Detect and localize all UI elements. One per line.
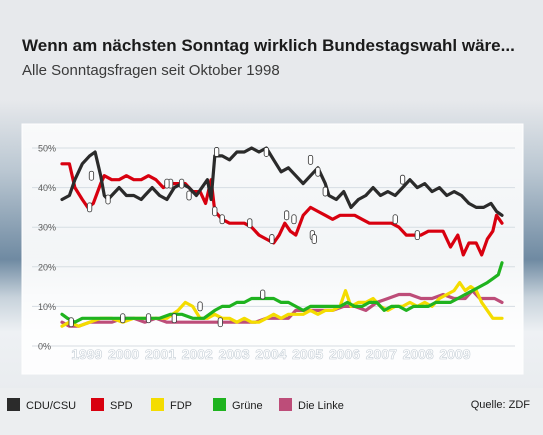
series-marker — [392, 214, 398, 225]
legend-swatch — [279, 398, 292, 411]
series-marker — [214, 147, 220, 157]
x-tick-label: 2000 — [108, 346, 139, 362]
series-line-cdu-csu — [60, 146, 504, 217]
legend-label: FDP — [170, 400, 192, 412]
y-tick-label: 10% — [38, 302, 56, 312]
series-marker — [307, 154, 314, 165]
series-marker — [179, 178, 185, 189]
x-tick-label: 2007 — [366, 346, 397, 362]
y-axis-ticks: 0% 10% 20% 30% 40% 50% — [38, 144, 56, 352]
series-marker — [171, 313, 177, 324]
series-marker — [217, 317, 223, 328]
x-tick-label: 2009 — [439, 346, 470, 362]
series-marker — [145, 313, 152, 324]
y-tick-label: 40% — [38, 183, 56, 193]
chart-title: Wenn am nächsten Sonntag wirklich Bundes… — [22, 36, 515, 55]
legend-label: Grüne — [232, 400, 263, 412]
series-marker — [269, 234, 275, 244]
series-marker — [120, 313, 126, 324]
x-tick-label: 2004 — [255, 346, 286, 362]
series-marker — [284, 210, 290, 221]
legend-item-fdp: FDP — [151, 398, 192, 412]
series-marker — [212, 206, 218, 217]
legend-swatch — [91, 398, 104, 411]
x-tick-label: 1999 — [71, 346, 102, 362]
series-marker — [315, 166, 321, 177]
series-marker — [322, 186, 328, 197]
series-marker — [263, 147, 269, 157]
x-tick-label: 2006 — [329, 346, 360, 362]
legend-label: Die Linke — [298, 400, 344, 412]
legend-swatch — [151, 398, 164, 411]
series-marker — [247, 218, 253, 229]
series-marker — [399, 174, 406, 185]
legend-swatch — [213, 398, 226, 411]
series-marker — [311, 234, 317, 244]
legend-item-cdu-csu: CDU/CSU — [7, 398, 76, 412]
series-marker — [87, 202, 93, 213]
series-marker — [164, 178, 170, 189]
x-tick-label: 2005 — [292, 346, 323, 362]
footer — [0, 388, 543, 435]
y-tick-label: 0% — [38, 342, 51, 352]
y-tick-label: 50% — [38, 144, 56, 154]
legend-item-spd: SPD — [91, 398, 133, 412]
plot-panel — [21, 123, 524, 375]
legend-item-gruene: Grüne — [213, 398, 263, 412]
series-marker — [219, 214, 225, 225]
source-label: Quelle: ZDF — [470, 399, 530, 411]
series-marker — [105, 194, 111, 205]
chart-subtitle: Alle Sonntagsfragen seit Oktober 1998 — [22, 62, 280, 79]
x-tick-label: 2001 — [145, 346, 176, 362]
series-marker — [291, 214, 297, 225]
grid — [32, 147, 515, 347]
y-tick-label: 20% — [38, 262, 56, 272]
y-tick-label: 30% — [38, 223, 56, 233]
x-tick-label: 2002 — [182, 346, 213, 362]
legend-label: CDU/CSU — [26, 400, 77, 412]
legend-item-die-linke: Die Linke — [279, 398, 344, 412]
x-tick-label: 2008 — [403, 346, 434, 362]
series-marker — [88, 170, 95, 181]
series-marker — [260, 289, 266, 300]
x-axis-ticks: 1999 2000 2001 2002 2003 2004 2005 2006 2007 2008… — [71, 346, 471, 363]
series-markers — [68, 147, 420, 328]
x-tick-label: 2003 — [218, 346, 249, 362]
series-marker — [414, 230, 420, 241]
series-marker — [186, 190, 192, 201]
legend-swatch — [7, 398, 20, 411]
series-marker — [197, 301, 203, 312]
legend-label: SPD — [110, 400, 133, 412]
series-line-spd — [60, 162, 504, 257]
series-marker — [68, 317, 74, 328]
series-lines — [60, 146, 504, 328]
